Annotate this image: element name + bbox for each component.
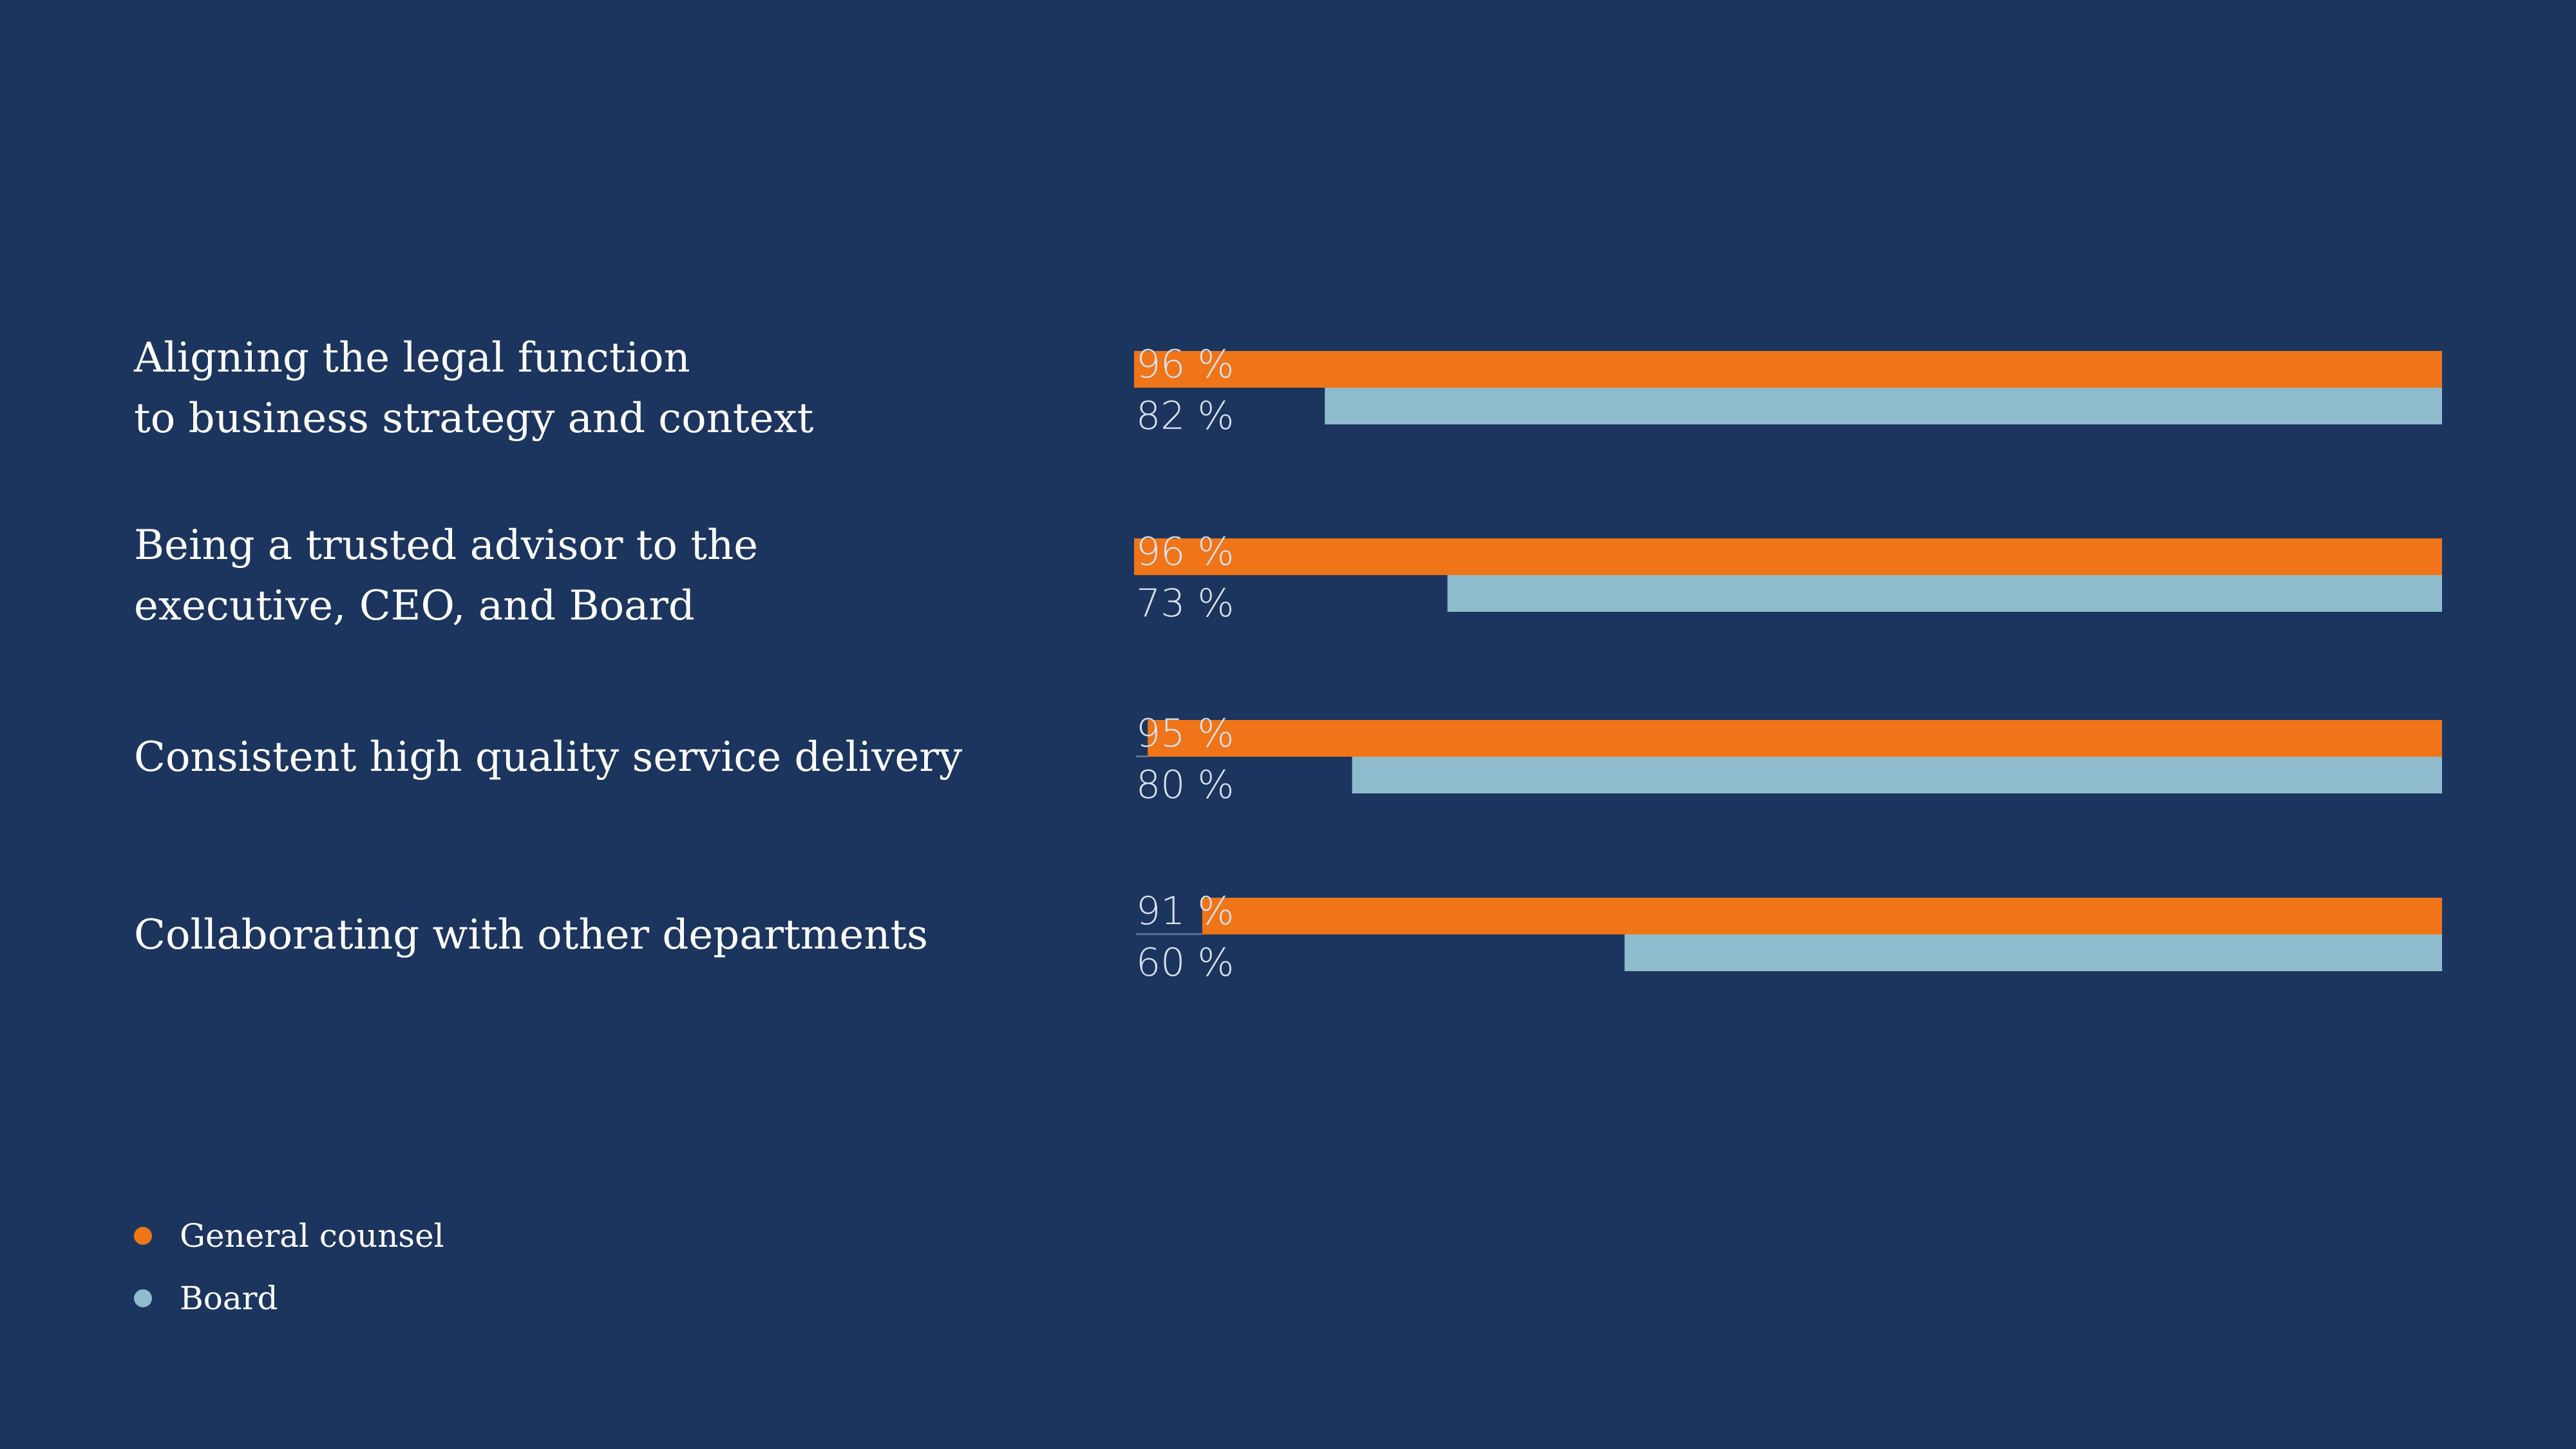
category-label: executive, CEO, and Board	[134, 582, 695, 630]
bar-general-counsel	[1134, 538, 2442, 575]
label-divider-line	[1136, 755, 1148, 757]
value-label-general-counsel: 96 %	[1136, 529, 1234, 574]
value-label-general-counsel: 96 %	[1136, 342, 1234, 387]
value-label-board: 73 %	[1136, 581, 1234, 626]
value-label-general-counsel: 95 %	[1136, 711, 1234, 756]
bar-general-counsel	[1202, 898, 2442, 934]
bar-board	[1352, 757, 2442, 793]
category-label: Being a trusted advisor to the	[134, 522, 758, 569]
value-label-general-counsel: 91 %	[1136, 889, 1234, 934]
category-label: to business strategy and context	[134, 395, 814, 442]
legend-dot-board	[134, 1289, 152, 1307]
bar-board	[1447, 575, 2442, 612]
bar-board	[1624, 934, 2442, 971]
category-label: Collaborating with other departments	[134, 911, 928, 959]
bar-general-counsel	[1148, 720, 2442, 757]
legend-dot-general-counsel	[134, 1227, 152, 1245]
value-label-board: 82 %	[1136, 393, 1234, 439]
value-label-board: 80 %	[1136, 762, 1234, 808]
label-divider-line	[1136, 933, 1202, 935]
legend-label-general-counsel: General counsel	[180, 1217, 444, 1255]
value-label-board: 60 %	[1136, 940, 1234, 985]
bar-general-counsel	[1134, 351, 2442, 388]
bar-board	[1325, 388, 2442, 424]
category-label: Aligning the legal function	[133, 334, 690, 382]
legend-label-board: Board	[180, 1280, 278, 1317]
category-label: Consistent high quality service delivery	[134, 734, 962, 781]
